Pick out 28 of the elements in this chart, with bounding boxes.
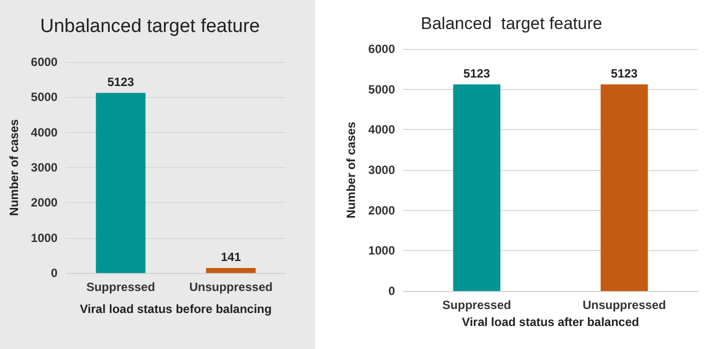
y-tick-label: 1000 bbox=[368, 244, 396, 258]
chart-title: Unbalanced target feature bbox=[40, 16, 260, 37]
y-axis-title: Number of cases bbox=[344, 121, 358, 218]
x-tick-label: Unsuppressed bbox=[582, 298, 666, 312]
data-label: 5123 bbox=[107, 74, 134, 89]
y-tick-label: 4000 bbox=[30, 125, 58, 140]
x-tick-label: Suppressed bbox=[86, 280, 156, 294]
data-label: 5123 bbox=[610, 66, 638, 80]
x-tick-label: Unsuppressed bbox=[189, 280, 273, 294]
data-label: 5123 bbox=[463, 66, 490, 80]
data-label: 141 bbox=[220, 250, 242, 264]
y-tick-label: 3000 bbox=[368, 163, 396, 177]
chart-title: Balanced target feature bbox=[420, 14, 602, 33]
y-tick-label: 6000 bbox=[30, 55, 58, 69]
y-tick-label: 4000 bbox=[368, 122, 396, 137]
x-tick-label: Suppressed bbox=[442, 298, 512, 312]
x-axis-title: Viral load status before balancing bbox=[80, 302, 272, 316]
y-tick-label: 5000 bbox=[368, 82, 396, 96]
y-tick-label: 2000 bbox=[30, 196, 58, 210]
y-tick-label: 3000 bbox=[30, 160, 58, 174]
y-tick-label: 2000 bbox=[368, 203, 396, 218]
y-tick-label: 0 bbox=[388, 284, 396, 298]
y-tick-label: 1000 bbox=[30, 230, 58, 245]
y-tick-label: 0 bbox=[50, 266, 58, 280]
y-axis-title: Number of cases bbox=[7, 118, 21, 216]
y-tick-label: 6000 bbox=[368, 42, 396, 56]
y-tick-label: 5000 bbox=[30, 90, 58, 104]
x-axis-title: Viral load status after balanced bbox=[462, 314, 640, 329]
